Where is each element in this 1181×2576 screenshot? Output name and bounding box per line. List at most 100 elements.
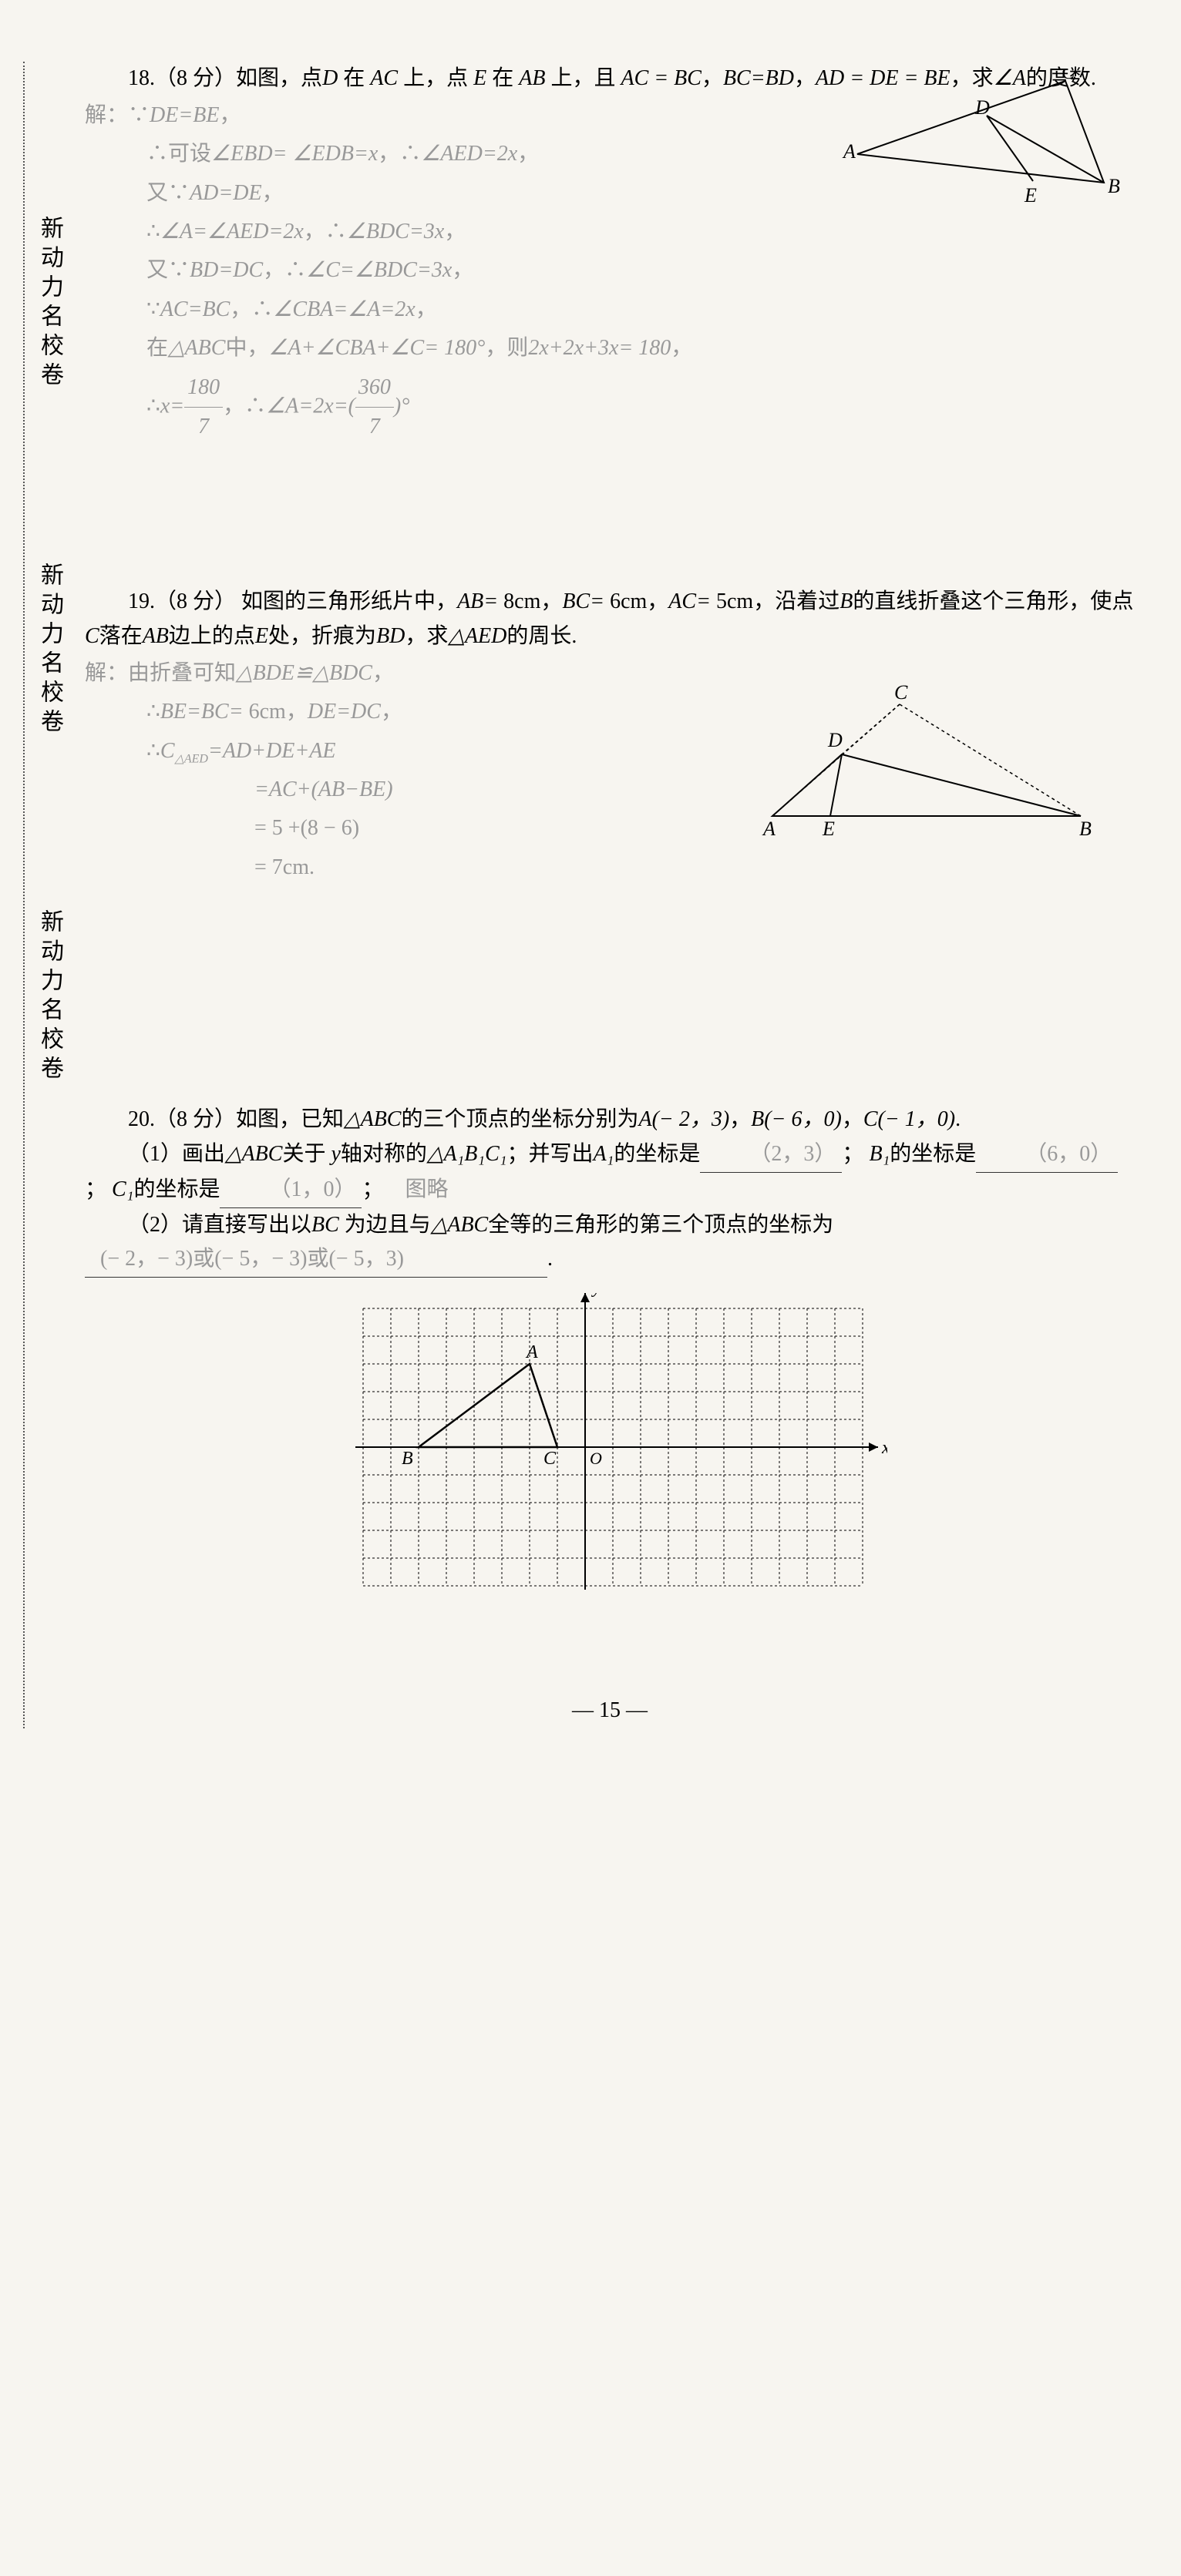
- text: ∴: [146, 220, 160, 243]
- text: 的直线折叠这个三角形，使点: [853, 589, 1133, 613]
- var: △ABC: [225, 1142, 282, 1166]
- var: B₁: [869, 1142, 890, 1166]
- label-E: E: [1024, 184, 1037, 207]
- eq: ∠CBA=∠A=2x: [273, 297, 415, 321]
- text: 在: [146, 336, 168, 360]
- var: E: [473, 66, 486, 90]
- label-A: A: [842, 140, 856, 163]
- text: 5cm，沿着过: [711, 589, 839, 613]
- eq: DE=BE: [150, 103, 219, 127]
- coord: A(− 2，3): [639, 1107, 730, 1131]
- text: ，: [842, 1107, 863, 1131]
- eq: △BDE≌△BDC: [236, 661, 372, 685]
- left-dotted-border: [23, 62, 25, 1728]
- text: 由折叠可知: [128, 661, 236, 685]
- sidebar-label-1: 新动力名校卷: [31, 216, 68, 391]
- text: ，: [381, 700, 402, 724]
- var: AB: [143, 624, 169, 648]
- text: 轴对称的: [341, 1142, 427, 1166]
- svg-text:O: O: [590, 1449, 602, 1468]
- var: C: [85, 624, 99, 648]
- eq: =AD+DE+AE: [208, 739, 336, 763]
- text: 又∵: [146, 181, 190, 205]
- text: ；: [842, 1142, 863, 1166]
- text: 全等的三角形的第三个顶点的坐标为: [488, 1213, 833, 1237]
- var: A₁: [594, 1142, 614, 1166]
- problem-19-statement: 19.（8 分） 如图的三角形纸片中，AB= 8cm，BC= 6cm，AC= 5…: [85, 585, 1135, 654]
- var: y: [331, 1142, 340, 1166]
- text: 又∵: [146, 258, 190, 282]
- var: E: [255, 624, 268, 648]
- text: 6cm，: [604, 589, 668, 613]
- var: △AED: [448, 624, 506, 648]
- var: B: [839, 589, 853, 613]
- problem-20: 20.（8 分）如图，已知△ABC的三个顶点的坐标分别为A(− 2，3)，B(−…: [85, 1103, 1135, 1617]
- sol-line: ∵AC=BC，∴∠CBA=∠A=2x，: [146, 291, 1135, 329]
- var: D: [322, 66, 338, 90]
- part2-answer: (− 2，− 3)或(− 5，− 3)或(− 5，3).: [85, 1242, 1135, 1278]
- text: 8cm，: [498, 589, 562, 613]
- problem-points: 8 分: [177, 589, 214, 613]
- text: ∴: [146, 394, 160, 418]
- eq: △ABC: [168, 336, 225, 360]
- text: .: [955, 1107, 961, 1131]
- text: 落在: [99, 624, 143, 648]
- fraction: 1807: [184, 368, 223, 447]
- coord: B(− 6，0): [751, 1107, 842, 1131]
- sidebar-label-3: 新动力名校卷: [31, 909, 68, 1085]
- sol-line: 在△ABC中，∠A+∠CBA+∠C= 180°，则2x+2x+3x= 180，: [146, 329, 1135, 368]
- text: ，: [729, 1107, 751, 1131]
- text: .: [547, 1247, 553, 1271]
- problem-points: 8 分: [177, 1107, 214, 1131]
- text: ，: [219, 103, 241, 127]
- solution-label: 解：: [85, 103, 128, 127]
- text: 6cm，: [249, 700, 308, 724]
- problem-18: 18.（8 分）如图，点D 在 AC 上，点 E 在 AB 上，且 AC = B…: [85, 62, 1135, 446]
- var: AB=: [457, 589, 498, 613]
- label-B: B: [1079, 818, 1092, 840]
- text: ，∴: [263, 258, 306, 282]
- text: ；: [85, 1177, 106, 1201]
- text: ，∴: [230, 297, 273, 321]
- text: ∵: [146, 297, 160, 321]
- label-D: D: [974, 96, 990, 119]
- var: BD: [376, 624, 405, 648]
- text: ，: [444, 220, 466, 243]
- var: △ABC: [431, 1213, 488, 1237]
- var: AC: [370, 66, 398, 90]
- denominator: 7: [355, 408, 394, 446]
- eq: C: [160, 739, 175, 763]
- numerator: 360: [355, 368, 394, 408]
- text: ，: [416, 297, 437, 321]
- answer-blank: （2，3）: [700, 1137, 842, 1173]
- text: 处，折痕为: [268, 624, 376, 648]
- eq: ∠A+∠CBA+∠C= 180°: [268, 336, 485, 360]
- text: ，则: [485, 336, 528, 360]
- coord: C(− 1，0): [863, 1107, 955, 1131]
- text: ∴: [146, 739, 160, 763]
- var: △ABC: [344, 1107, 401, 1131]
- eq: ∠AED=2x: [421, 142, 517, 166]
- svg-text:A: A: [525, 1342, 538, 1362]
- eq: ∠BDC=3x: [347, 220, 444, 243]
- eq: AD=DE: [190, 181, 262, 205]
- svg-text:y: y: [591, 1293, 601, 1298]
- text: ∴: [146, 700, 160, 724]
- text: 的周长.: [506, 624, 577, 648]
- text: 上，点: [403, 66, 468, 90]
- numerator: 180: [184, 368, 223, 408]
- text: ，: [372, 661, 394, 685]
- text: ；: [362, 1177, 383, 1201]
- problem-19: 19.（8 分） 如图的三角形纸片中，AB= 8cm，BC= 6cm，AC= 5…: [85, 585, 1135, 887]
- text: ，∴: [378, 142, 421, 166]
- eq: 2x+2x+3x= 180: [528, 336, 671, 360]
- text: 的三个顶点的坐标分别为: [401, 1107, 638, 1131]
- sol-line: ∴x=1807，∴∠A=2x=(3607)°: [146, 368, 1135, 447]
- figure-19: A B C D E: [757, 685, 1104, 847]
- text: 在: [343, 66, 365, 90]
- part2: （2）请直接写出以BC 为边且与△ABC全等的三角形的第三个顶点的坐标为: [85, 1208, 1135, 1243]
- part1: （1）画出△ABC关于 y轴对称的△A₁B₁C₁；并写出A₁的坐标是（2，3）；…: [85, 1137, 1135, 1208]
- label-A: A: [762, 818, 776, 840]
- sol-line: ∴∠A=∠AED=2x，∴∠BDC=3x，: [146, 213, 1135, 251]
- text: ，: [452, 258, 473, 282]
